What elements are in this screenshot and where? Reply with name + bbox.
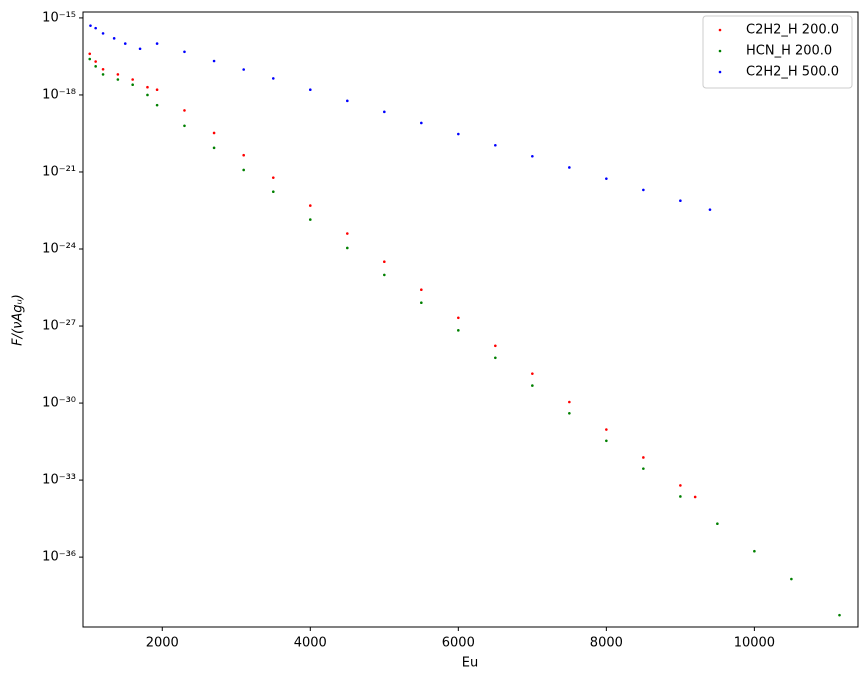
y-tick-label: 10⁻¹⁵ (42, 10, 76, 25)
point (642, 467, 645, 470)
point (183, 124, 186, 128)
legend-marker (718, 70, 722, 74)
point (112, 37, 116, 40)
point (605, 428, 608, 431)
point (271, 77, 275, 80)
point (568, 400, 571, 404)
point (242, 153, 245, 157)
point (420, 121, 423, 125)
point (308, 218, 312, 221)
point (642, 456, 645, 459)
point (494, 356, 497, 360)
point (420, 288, 423, 292)
point (494, 344, 497, 348)
point (708, 208, 712, 211)
point (88, 52, 92, 56)
point (94, 26, 97, 30)
point (531, 154, 534, 158)
legend-box (702, 15, 853, 89)
point (138, 47, 142, 51)
point (183, 109, 186, 112)
point (457, 316, 460, 320)
point (131, 78, 134, 81)
x-tick-label: 2000 (146, 636, 179, 651)
plot-frame (82, 11, 859, 628)
point (383, 273, 386, 277)
point (89, 24, 92, 27)
point (131, 83, 134, 87)
point (457, 132, 460, 136)
point (94, 60, 97, 63)
point (838, 613, 841, 617)
point (155, 88, 159, 92)
x-tick-label: 8000 (590, 636, 623, 651)
x-tick-label: 6000 (442, 636, 475, 651)
point (605, 177, 608, 180)
y-axis-label: F/(νAgᵤ) (11, 294, 26, 346)
y-tick-label: 10⁻¹⁸ (42, 87, 76, 102)
point (123, 42, 127, 45)
point (155, 103, 159, 107)
y-tick-label: 10⁻³³ (42, 473, 76, 488)
legend-marker (718, 28, 722, 32)
point (457, 329, 460, 332)
point (116, 78, 120, 81)
point (308, 204, 312, 207)
point (420, 301, 423, 305)
legend-label: HCN_H 200.0 (746, 44, 832, 59)
legend-label: C2H2_H 500.0 (746, 65, 839, 80)
x-tick-label: 4000 (294, 636, 327, 651)
point (88, 57, 92, 61)
point (101, 32, 105, 35)
point (146, 93, 149, 97)
point (212, 146, 216, 150)
point (642, 188, 645, 192)
point (94, 65, 97, 68)
point (101, 73, 105, 76)
x-tick-label: 10000 (734, 636, 775, 651)
point (531, 384, 534, 387)
point (494, 143, 497, 147)
point (531, 372, 534, 375)
point (146, 85, 149, 89)
point (383, 110, 386, 114)
point (568, 411, 571, 415)
point (679, 495, 682, 498)
point (693, 495, 697, 499)
point (308, 88, 312, 92)
point (346, 246, 349, 250)
x-axis-label: Eu (462, 656, 478, 671)
y-tick-label: 10⁻²⁷ (42, 319, 76, 334)
y-tick-label: 10⁻³⁰ (42, 396, 76, 411)
point (383, 260, 386, 264)
point (101, 67, 105, 71)
point (155, 42, 159, 45)
point (790, 577, 793, 581)
y-tick-label: 10⁻²⁴ (42, 242, 76, 257)
point (605, 439, 608, 443)
point (568, 166, 571, 169)
point (346, 99, 349, 103)
y-tick-label: 10⁻²¹ (42, 164, 76, 179)
point (212, 131, 216, 135)
point (753, 549, 756, 553)
legend-marker (718, 49, 722, 53)
point (116, 73, 120, 76)
point (271, 190, 275, 194)
point (716, 522, 719, 526)
point (346, 232, 349, 235)
point (183, 50, 186, 54)
point (271, 176, 275, 179)
point (242, 68, 245, 71)
legend-label: C2H2_H 200.0 (746, 23, 839, 38)
point (212, 59, 216, 63)
y-tick-label: 10⁻³⁶ (42, 550, 76, 565)
point (679, 199, 682, 203)
point (242, 168, 245, 172)
point (679, 484, 682, 487)
